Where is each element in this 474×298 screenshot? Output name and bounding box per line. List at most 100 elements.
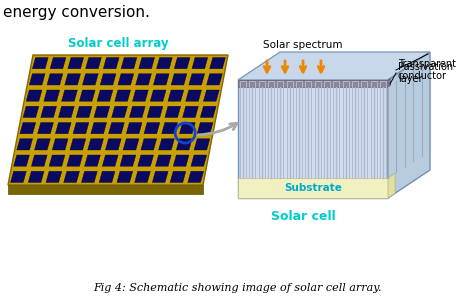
Polygon shape [44, 90, 60, 101]
Polygon shape [32, 58, 48, 69]
Polygon shape [203, 90, 219, 101]
Polygon shape [194, 139, 210, 150]
Polygon shape [49, 155, 65, 166]
Polygon shape [82, 171, 97, 182]
Polygon shape [144, 122, 160, 134]
Polygon shape [136, 74, 152, 85]
Polygon shape [84, 155, 100, 166]
Polygon shape [46, 171, 62, 182]
Polygon shape [50, 58, 66, 69]
Polygon shape [182, 106, 199, 117]
Text: energy conversion.: energy conversion. [3, 5, 150, 20]
Polygon shape [85, 58, 101, 69]
Polygon shape [180, 122, 195, 134]
Polygon shape [55, 122, 71, 134]
Polygon shape [112, 106, 128, 117]
Polygon shape [156, 58, 173, 69]
Polygon shape [52, 139, 68, 150]
Polygon shape [23, 106, 39, 117]
Polygon shape [62, 90, 77, 101]
Bar [238, 80, 388, 198]
Polygon shape [207, 74, 222, 85]
Polygon shape [91, 122, 107, 134]
Polygon shape [388, 52, 430, 198]
Polygon shape [94, 106, 110, 117]
Polygon shape [186, 90, 201, 101]
Polygon shape [171, 74, 187, 85]
Polygon shape [197, 122, 213, 134]
Polygon shape [120, 155, 136, 166]
Polygon shape [103, 58, 119, 69]
Polygon shape [8, 185, 203, 194]
Polygon shape [47, 74, 63, 85]
Polygon shape [102, 155, 118, 166]
Polygon shape [138, 155, 154, 166]
Polygon shape [65, 74, 81, 85]
Polygon shape [79, 90, 95, 101]
Polygon shape [191, 155, 207, 166]
Polygon shape [238, 52, 430, 80]
Polygon shape [20, 122, 36, 134]
Polygon shape [388, 173, 395, 198]
Polygon shape [189, 74, 205, 85]
Polygon shape [154, 74, 169, 85]
Polygon shape [210, 58, 226, 69]
Text: Passivation
layer: Passivation layer [398, 62, 453, 84]
Polygon shape [133, 90, 148, 101]
Polygon shape [188, 171, 204, 182]
Text: Substrate: Substrate [284, 183, 342, 193]
Polygon shape [8, 55, 228, 185]
Polygon shape [159, 139, 174, 150]
Polygon shape [99, 171, 115, 182]
Polygon shape [141, 139, 157, 150]
Polygon shape [139, 58, 155, 69]
Polygon shape [201, 106, 216, 117]
Polygon shape [118, 74, 134, 85]
Polygon shape [64, 171, 80, 182]
Polygon shape [68, 58, 84, 69]
Text: Solar spectrum: Solar spectrum [263, 40, 343, 50]
Text: Solar cell: Solar cell [271, 210, 336, 223]
Polygon shape [165, 106, 181, 117]
Polygon shape [123, 139, 139, 150]
Polygon shape [162, 122, 178, 134]
Polygon shape [41, 106, 56, 117]
Polygon shape [73, 122, 89, 134]
Text: Solar cell array: Solar cell array [68, 37, 168, 50]
Polygon shape [58, 106, 74, 117]
Polygon shape [88, 139, 103, 150]
Polygon shape [152, 171, 168, 182]
Polygon shape [115, 90, 131, 101]
Polygon shape [170, 171, 186, 182]
Polygon shape [29, 74, 45, 85]
Text: Fig 4: Schematic showing image of solar cell array.: Fig 4: Schematic showing image of solar … [93, 283, 381, 293]
Polygon shape [121, 58, 137, 69]
Polygon shape [97, 90, 113, 101]
Polygon shape [176, 139, 192, 150]
Polygon shape [126, 122, 142, 134]
Polygon shape [31, 155, 47, 166]
Polygon shape [37, 122, 54, 134]
Polygon shape [173, 155, 189, 166]
Polygon shape [155, 155, 171, 166]
Polygon shape [168, 90, 184, 101]
Polygon shape [105, 139, 121, 150]
Polygon shape [67, 155, 82, 166]
Text: Transparent
conductor: Transparent conductor [398, 59, 456, 81]
Polygon shape [109, 122, 124, 134]
Polygon shape [135, 171, 150, 182]
Polygon shape [100, 74, 116, 85]
Polygon shape [388, 78, 391, 87]
Polygon shape [17, 139, 33, 150]
Polygon shape [82, 74, 98, 85]
Bar [238, 178, 388, 198]
Bar [238, 80, 388, 87]
Polygon shape [174, 58, 190, 69]
Polygon shape [35, 139, 50, 150]
Polygon shape [70, 139, 86, 150]
Polygon shape [117, 171, 133, 182]
Polygon shape [76, 106, 92, 117]
Polygon shape [129, 106, 145, 117]
Polygon shape [14, 155, 29, 166]
Polygon shape [147, 106, 163, 117]
